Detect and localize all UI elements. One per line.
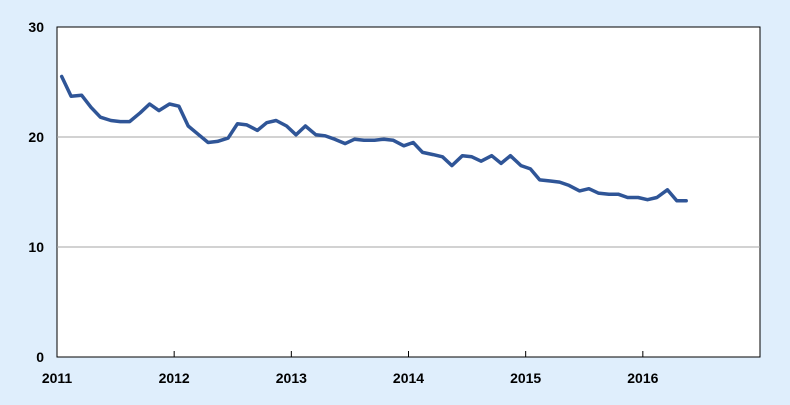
x-tick-label: 2013 (276, 370, 307, 386)
axes: 0 10 20 30 2011 2012 2013 2014 2015 2016 (28, 19, 658, 386)
x-tick-label: 2012 (159, 370, 190, 386)
x-tick-label: 2015 (510, 370, 541, 386)
y-tick-label: 20 (28, 129, 44, 145)
series-layer (59, 74, 688, 203)
x-tick-label: 2016 (627, 370, 658, 386)
x-tick-label: 2011 (42, 370, 73, 386)
y-tick-label: 30 (28, 19, 44, 35)
y-tick-label: 10 (28, 239, 44, 255)
y-tick-label: 0 (36, 349, 44, 365)
x-tick-label: 2014 (393, 370, 424, 386)
series-line (59, 74, 688, 203)
plot-area (56, 26, 761, 358)
grid-lines (57, 136, 760, 248)
